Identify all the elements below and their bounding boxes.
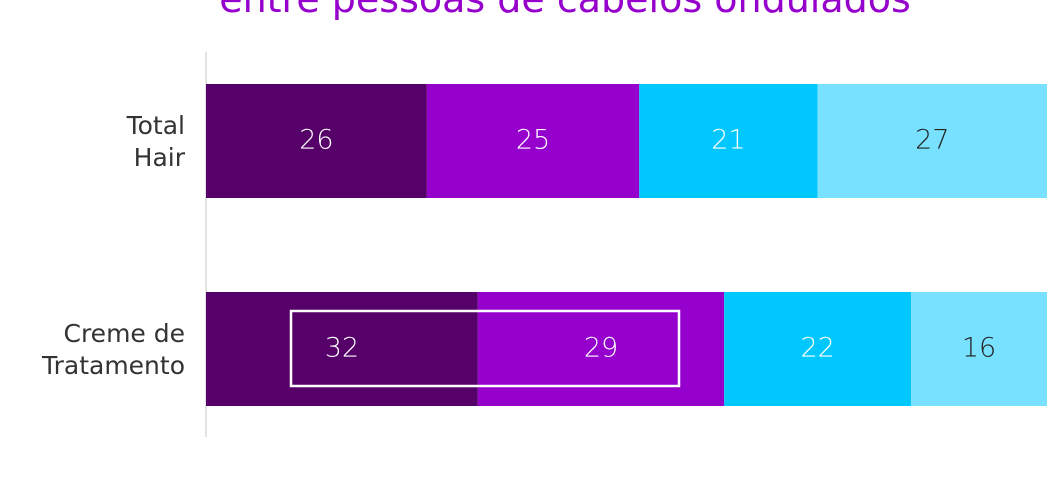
bar-segment: [639, 84, 818, 198]
value-label: 21: [711, 125, 745, 156]
bar-segment: [206, 84, 427, 198]
bar-segment: [817, 84, 1047, 198]
value-label: 29: [584, 333, 618, 364]
bars: 26 25 21 27 32 29 22 16: [206, 84, 1047, 406]
category-label: Tratamento: [41, 351, 185, 380]
category-label: Creme de: [64, 319, 186, 348]
value-label: 22: [800, 333, 834, 364]
value-label: 32: [325, 333, 359, 364]
highlight-box: [289, 309, 681, 388]
category-label: Total: [126, 111, 185, 140]
value-label: 27: [915, 125, 949, 156]
chart-title: entre pessoas de cabelos ondulados: [219, 0, 911, 21]
bar-segment: [911, 292, 1047, 406]
value-label: 26: [299, 125, 333, 156]
category-label: Hair: [134, 143, 186, 172]
value-label: 16: [962, 333, 996, 364]
bar-segment: [724, 292, 912, 406]
bar-segment: [426, 84, 640, 198]
value-label: 25: [516, 125, 550, 156]
